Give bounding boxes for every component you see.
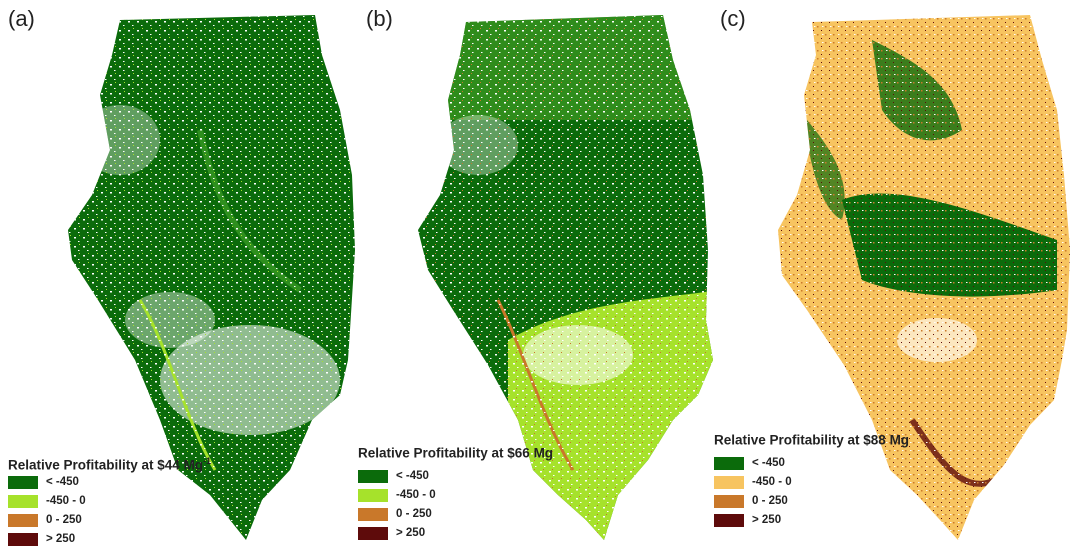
legend-c: Relative Profitability at $88 Mg < -450 …: [714, 431, 909, 530]
map-panel-a: (a) Relative Profitability at $44 Mg-1 <…: [0, 0, 360, 546]
legend-swatch: [358, 469, 388, 483]
legend-row: -450 - 0: [714, 473, 909, 492]
legend-title-a: Relative Profitability at $44 Mg-1: [8, 456, 212, 473]
legend-b: Relative Profitability at $66 Mg < -450 …: [358, 444, 553, 543]
illinois-map-a: [68, 15, 355, 540]
legend-swatch: [8, 513, 38, 527]
illinois-map-b: [418, 15, 713, 540]
legend-swatch: [714, 456, 744, 470]
legend-label: > 250: [396, 527, 426, 539]
legend-swatch: [358, 507, 388, 521]
legend-title-c: Relative Profitability at $88 Mg: [714, 432, 910, 448]
legend-row: > 250: [358, 524, 553, 543]
legend-label: < -450: [396, 470, 429, 482]
legend-label: < -450: [752, 457, 785, 469]
legend-label: 0 - 250: [46, 514, 82, 526]
legend-row: 0 - 250: [358, 505, 553, 524]
legend-row: -450 - 0: [358, 486, 553, 505]
legend-swatch: [8, 494, 38, 508]
panel-label-b: (b): [366, 6, 393, 31]
panel-label-c: (c): [720, 6, 746, 31]
panel-label-a: (a): [8, 6, 35, 31]
legend-label: -450 - 0: [752, 476, 792, 488]
legend-row: < -450: [8, 473, 211, 492]
legend-swatch: [714, 475, 744, 489]
legend-row: < -450: [358, 467, 553, 486]
map-panel-b: (b) Relative Profitability at $66 Mg < -…: [358, 0, 718, 546]
illinois-map-c: [778, 15, 1070, 540]
legend-row: 0 - 250: [714, 492, 909, 511]
legend-title-b: Relative Profitability at $66 Mg: [358, 445, 554, 461]
legend-row: -450 - 0: [8, 492, 211, 511]
legend-row: 0 - 250: [8, 511, 211, 530]
legend-label: -450 - 0: [396, 489, 436, 501]
legend-swatch: [358, 526, 388, 540]
legend-swatch: [714, 494, 744, 508]
legend-swatch: [358, 488, 388, 502]
legend-label: < -450: [46, 476, 79, 488]
legend-swatch: [714, 513, 744, 527]
legend-row: < -450: [714, 454, 909, 473]
legend-label: 0 - 250: [396, 508, 432, 520]
legend-a: Relative Profitability at $44 Mg-1 < -45…: [8, 456, 211, 549]
legend-swatch: [8, 532, 38, 546]
legend-label: > 250: [752, 514, 782, 526]
map-panel-c: (c) Relative Profitability at $88 Mg < -…: [712, 0, 1072, 546]
legend-row: > 250: [714, 511, 909, 530]
legend-label: > 250: [46, 533, 76, 545]
legend-label: -450 - 0: [46, 495, 86, 507]
legend-swatch: [8, 475, 38, 489]
legend-label: 0 - 250: [752, 495, 788, 507]
legend-row: > 250: [8, 530, 211, 549]
